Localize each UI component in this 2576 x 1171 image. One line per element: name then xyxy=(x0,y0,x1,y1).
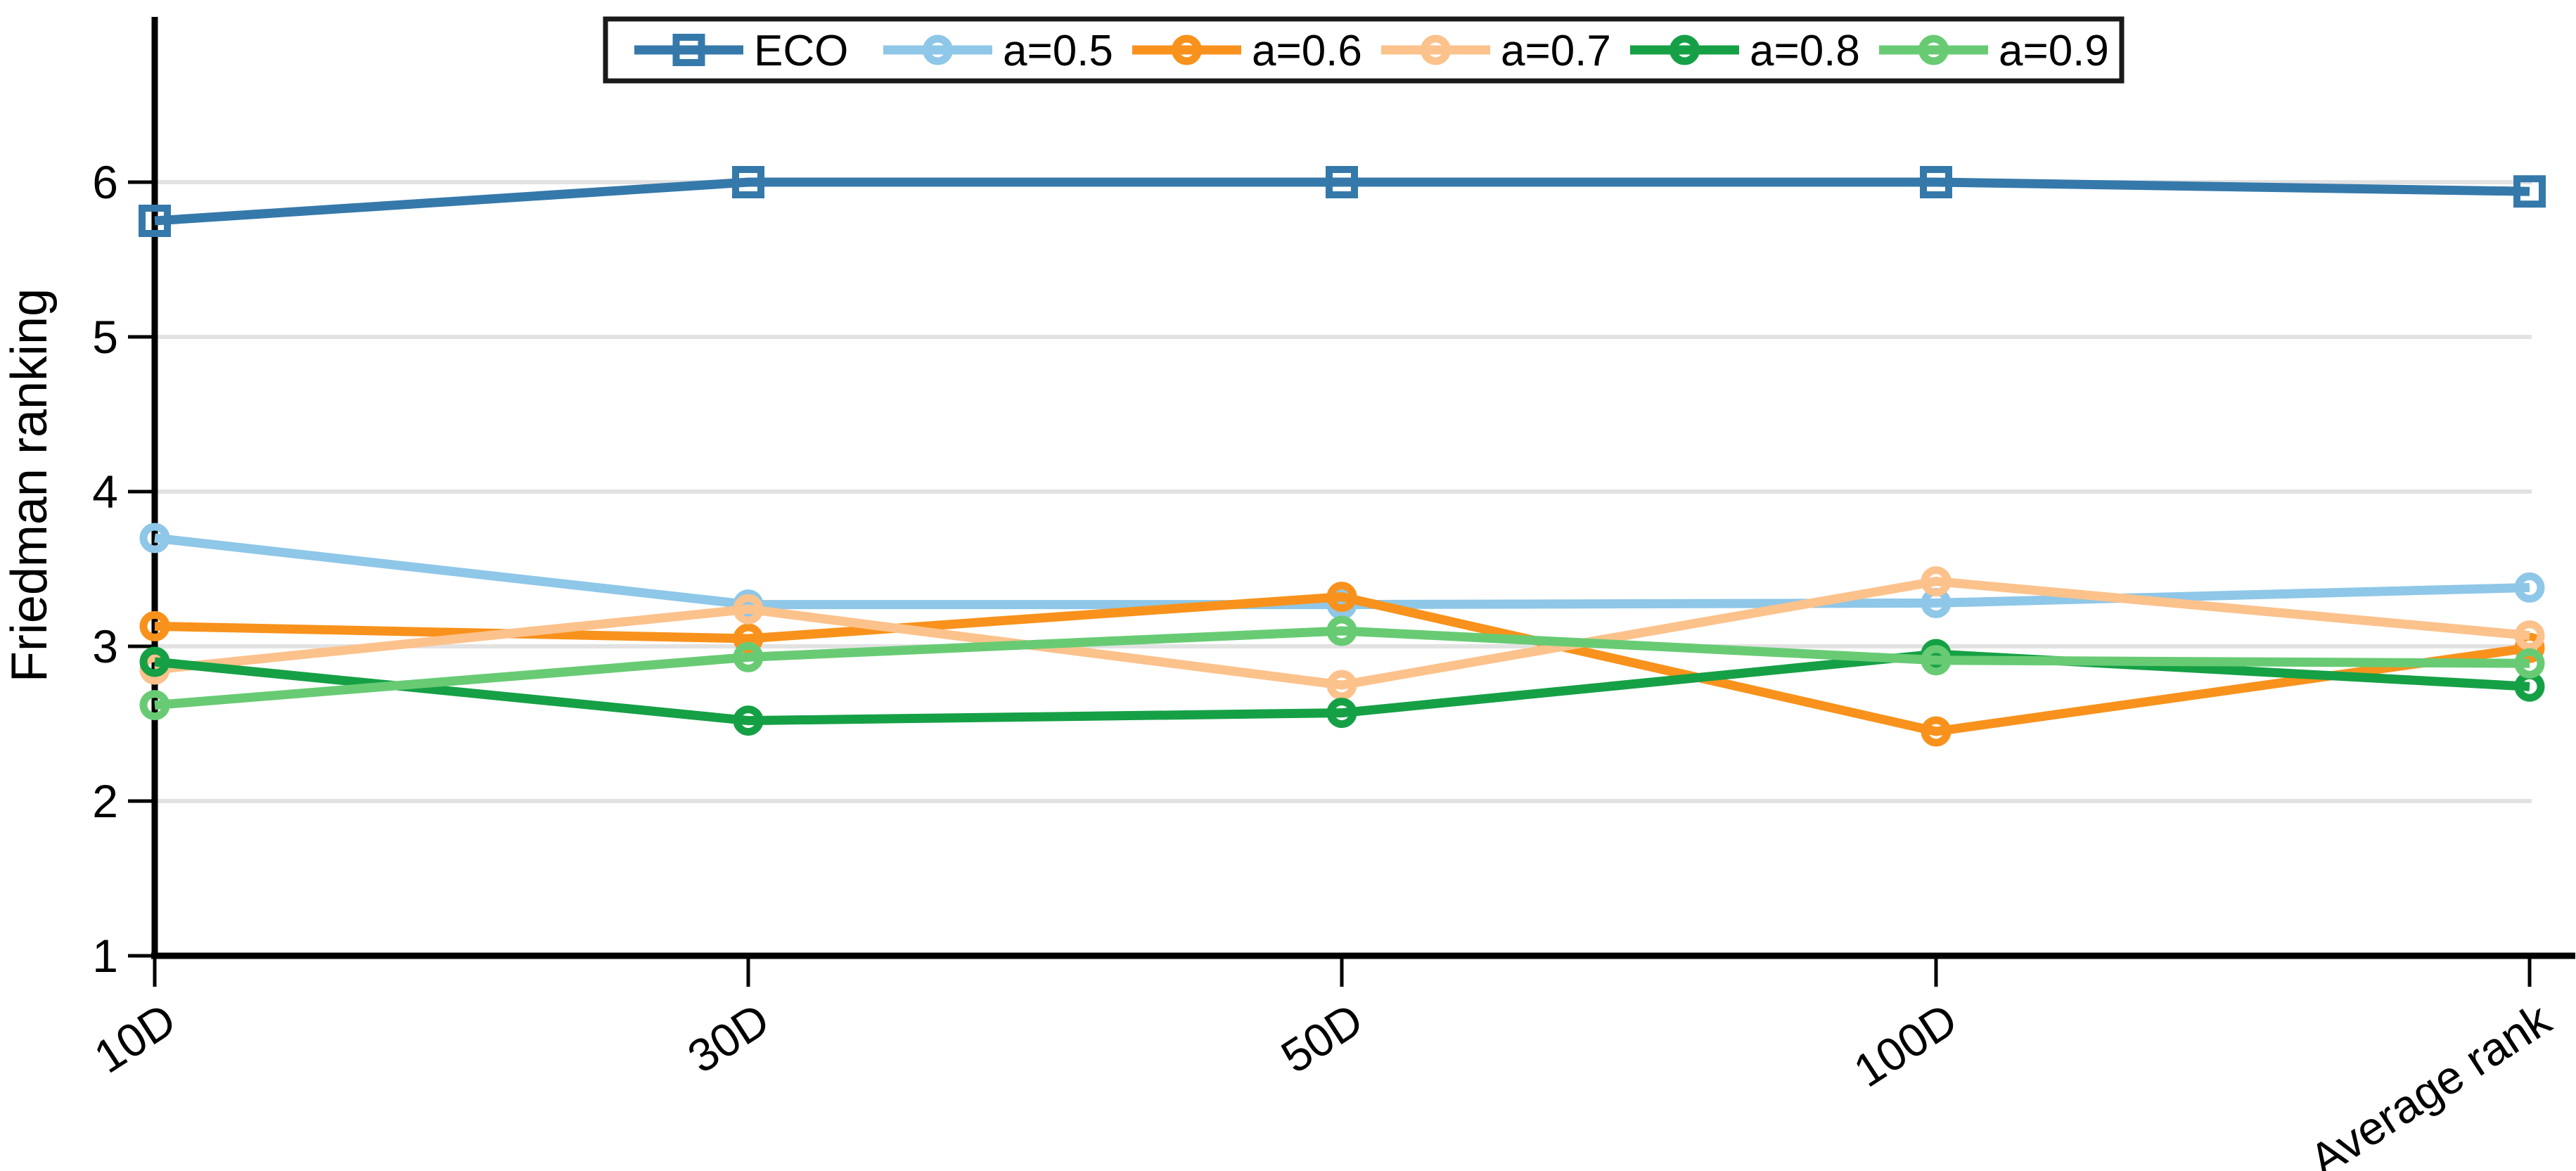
legend-label: a=0.9 xyxy=(1999,27,2109,75)
legend-marker-ECO xyxy=(672,34,705,66)
series-marker-a=0.6 xyxy=(1921,716,1952,747)
series-a=0.6 xyxy=(139,582,2545,747)
legend-item-a=0.7: a=0.7 xyxy=(1381,27,1611,75)
legend-box xyxy=(603,16,2125,84)
legend-item-ECO: ECO xyxy=(634,27,848,75)
legend-marker-a=0.5 xyxy=(923,34,953,65)
legend-item-a=0.8: a=0.8 xyxy=(1630,27,1860,75)
series-group xyxy=(139,166,2546,747)
series-line-a=0.6 xyxy=(154,592,2530,736)
legend-label: a=0.8 xyxy=(1750,27,1860,75)
legend-marker-a=0.6 xyxy=(1172,34,1202,65)
x-tick-label: 10D xyxy=(85,993,185,1083)
series-marker-a=0.5 xyxy=(2514,572,2545,603)
series-marker-a=0.7 xyxy=(1326,670,1357,700)
legend-label: a=0.5 xyxy=(1003,27,1113,75)
series-marker-a=0.7 xyxy=(733,594,764,625)
legend-item-a=0.6: a=0.6 xyxy=(1132,27,1362,75)
series-marker-ECO xyxy=(1326,166,1358,198)
series-marker-a=0.6 xyxy=(733,623,764,654)
series-marker-a=0.9 xyxy=(733,641,764,672)
x-tick-label: 30D xyxy=(679,993,778,1083)
series-marker-a=0.9 xyxy=(2514,648,2545,679)
series-marker-a=0.6 xyxy=(1326,582,1357,613)
legend-marker-a=0.8 xyxy=(1670,34,1700,65)
series-marker-a=0.9 xyxy=(1326,615,1357,646)
x-tick-labels: 10D 30D 50D 100D Average rank xyxy=(85,992,2561,1171)
legend: ECO a=0.5 a=0.6 a=0.7 a=0.8 a=0.9 xyxy=(603,16,2125,84)
series-ECO xyxy=(139,166,2546,237)
series-marker-a=0.8 xyxy=(733,705,764,736)
series-marker-ECO xyxy=(1920,166,1952,198)
y-tick-label: 3 xyxy=(92,620,118,672)
y-tick-label: 4 xyxy=(92,466,118,518)
legend-item-a=0.9: a=0.9 xyxy=(1879,27,2109,75)
series-line-a=0.9 xyxy=(154,626,2530,710)
y-tick-label: 2 xyxy=(92,775,118,827)
series-marker-a=0.8 xyxy=(1326,698,1357,729)
series-marker-ECO xyxy=(732,166,764,198)
legend-label: a=0.6 xyxy=(1252,27,1362,75)
series-marker-a=0.8 xyxy=(139,646,170,677)
legend-item-a=0.5: a=0.5 xyxy=(883,27,1113,75)
y-tick-label: 5 xyxy=(92,311,118,363)
series-marker-a=0.7 xyxy=(2514,620,2545,651)
series-marker-a=0.7 xyxy=(1921,566,1952,597)
x-tick-label: 100D xyxy=(1845,993,1966,1097)
y-tick-label: 1 xyxy=(92,930,118,982)
series-marker-ECO xyxy=(2513,175,2546,208)
series-line-a=0.7 xyxy=(154,577,2530,690)
x-tick-label: 50D xyxy=(1272,993,1372,1083)
series-marker-a=0.6 xyxy=(139,610,170,641)
x-tick-label: Average rank xyxy=(2300,992,2560,1171)
legend-label: ECO xyxy=(754,27,848,75)
legend-label: a=0.7 xyxy=(1501,27,1611,75)
series-marker-a=0.9 xyxy=(1921,645,1952,676)
series-marker-ECO xyxy=(139,205,171,237)
y-axis-label: Friedman ranking xyxy=(1,288,58,682)
legend-marker-a=0.9 xyxy=(1918,34,1949,65)
series-marker-a=0.5 xyxy=(139,523,170,553)
y-tick-labels: 1 2 3 4 5 6 xyxy=(92,156,118,982)
legend-marker-a=0.7 xyxy=(1421,34,1451,65)
series-marker-a=0.9 xyxy=(139,690,170,721)
y-tick-label: 6 xyxy=(92,156,118,208)
axes xyxy=(128,17,2575,987)
series-a=0.9 xyxy=(139,615,2545,721)
series-line-ECO xyxy=(154,177,2530,226)
